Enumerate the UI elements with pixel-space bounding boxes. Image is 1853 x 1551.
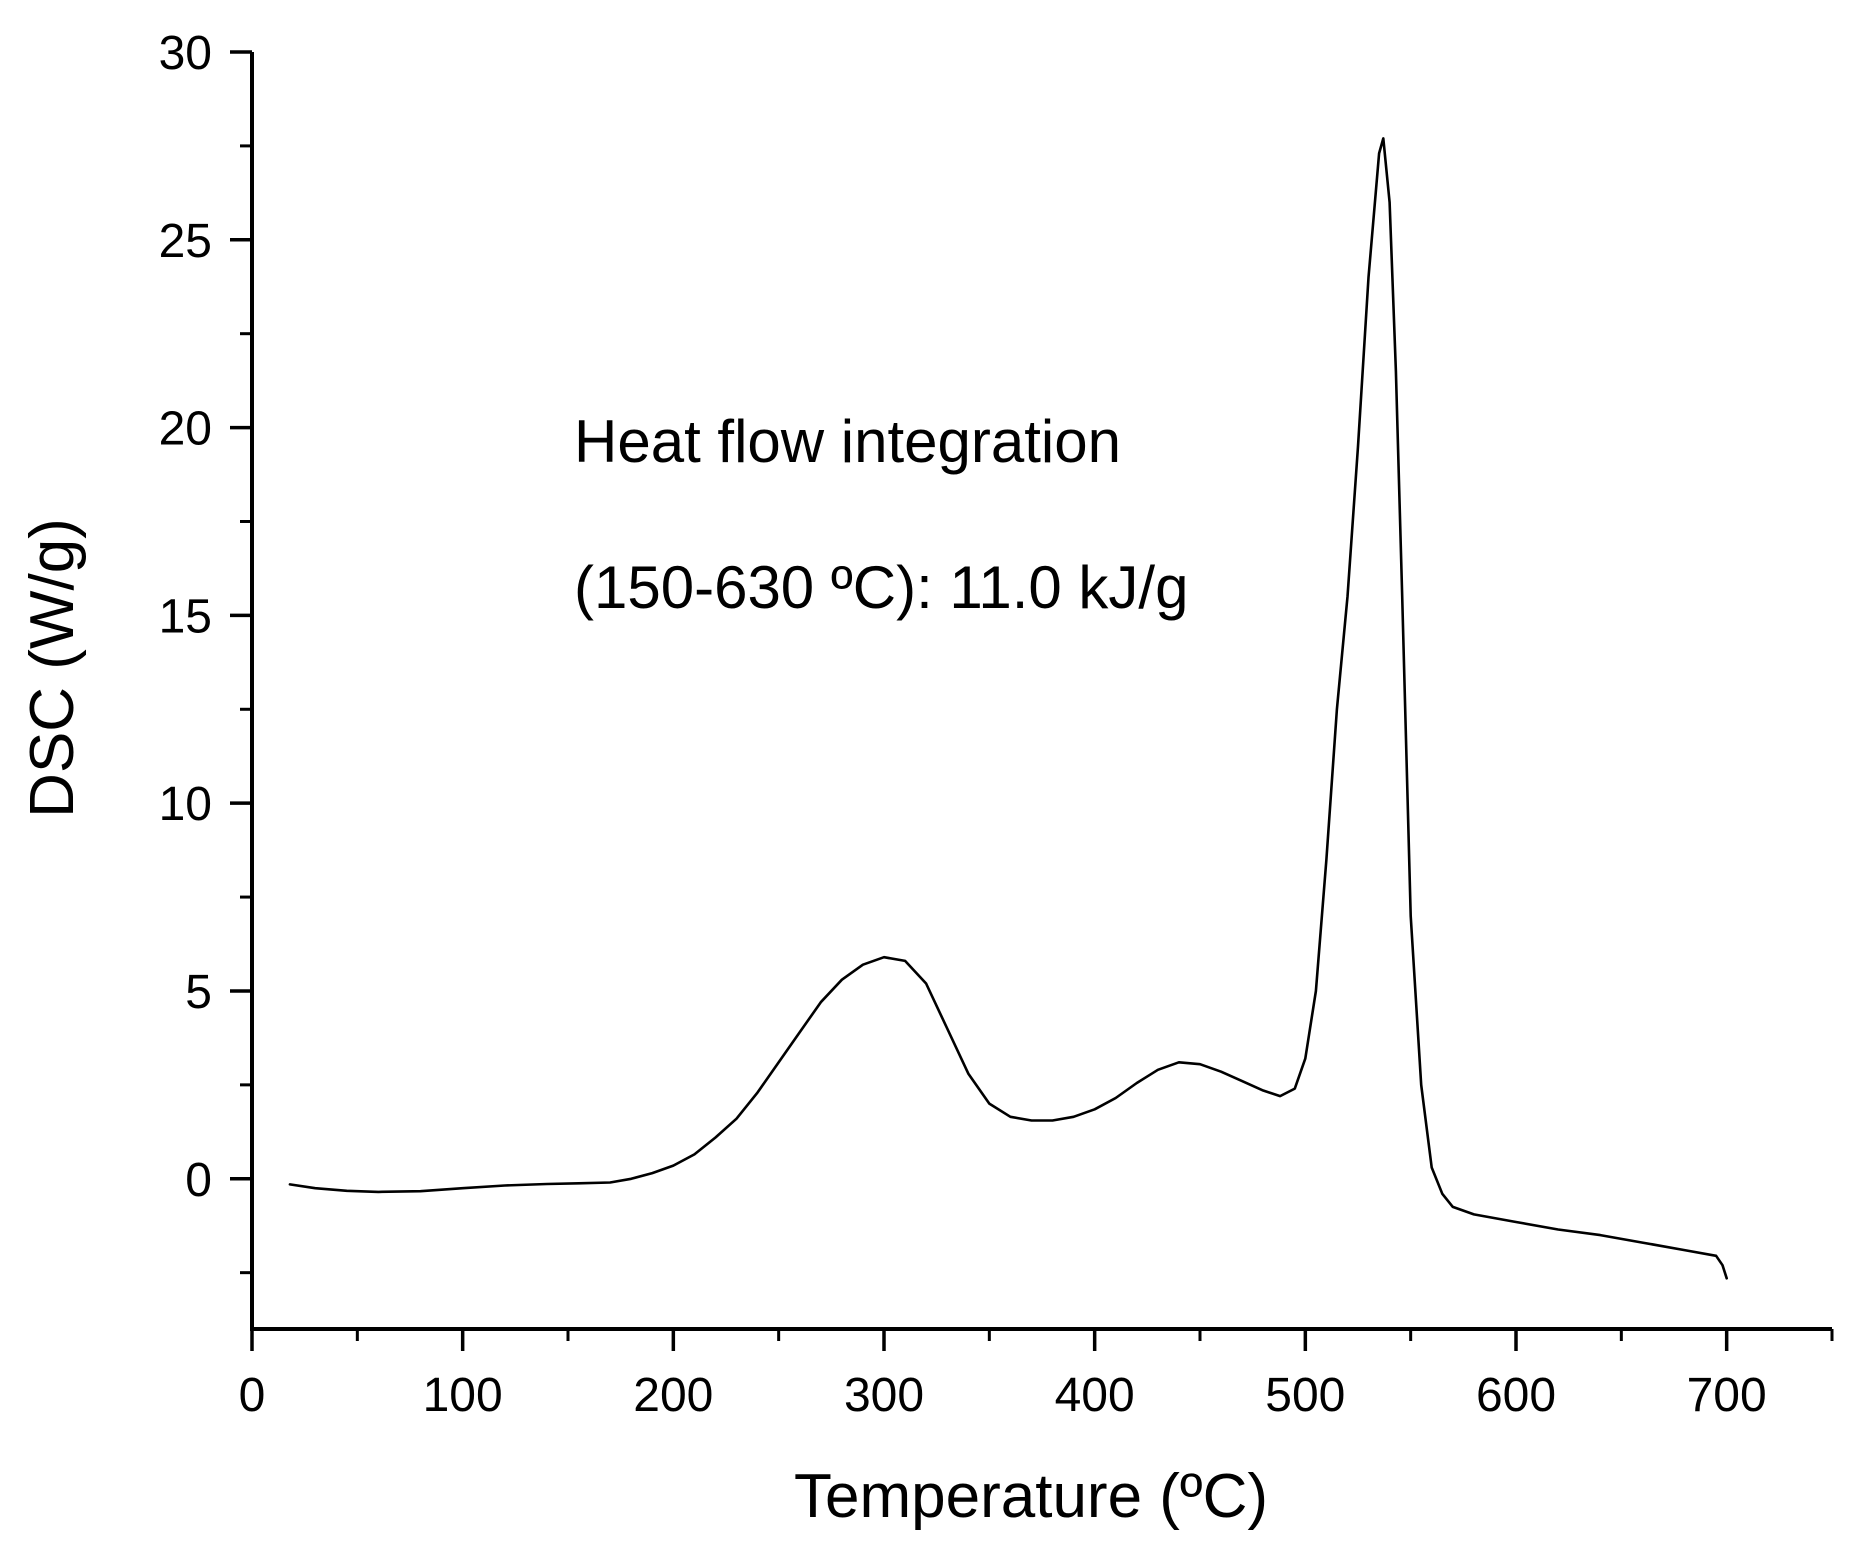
x-tick-label: 700 <box>1687 1369 1767 1422</box>
y-tick-label: 30 <box>159 27 212 80</box>
y-tick-label: 0 <box>185 1154 212 1207</box>
x-tick-label: 100 <box>423 1369 503 1422</box>
y-tick-label: 15 <box>159 590 212 643</box>
y-tick-label: 25 <box>159 215 212 268</box>
y-tick-label: 20 <box>159 403 212 456</box>
axes <box>250 52 1832 1331</box>
annotation-line-2: (150-630 ºC): 11.0 kJ/g <box>574 554 1188 621</box>
x-tick-label: 300 <box>844 1369 924 1422</box>
x-axis-title: Temperature (ºC) <box>794 1462 1268 1531</box>
tick-labels: 0 100 200 300 400 500 600 700 0 5 10 15 20 25 30 <box>159 27 1767 1422</box>
x-tick-label: 400 <box>1055 1369 1135 1422</box>
x-tick-label: 500 <box>1265 1369 1345 1422</box>
ticks <box>230 50 1834 1351</box>
y-axis-title: DSC (W/g) <box>18 518 87 818</box>
x-tick-label: 600 <box>1476 1369 1556 1422</box>
y-tick-label: 10 <box>159 778 212 831</box>
x-tick-label: 0 <box>239 1369 266 1422</box>
x-tick-label: 200 <box>633 1369 713 1422</box>
y-tick-label: 5 <box>185 966 212 1019</box>
annotation-line-1: Heat flow integration <box>574 408 1121 475</box>
dsc-curve <box>288 137 1728 1280</box>
